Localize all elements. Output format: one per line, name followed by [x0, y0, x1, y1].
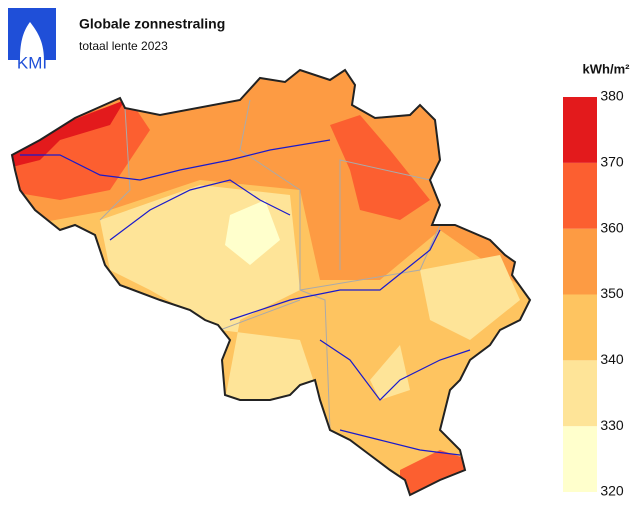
logo-text: KMI: [17, 53, 47, 72]
legend-tick-label: 330: [600, 417, 624, 433]
province-borders: [99, 99, 441, 431]
map-subtitle: totaal lente 2023: [79, 39, 168, 53]
map-fill: [12, 70, 530, 495]
legend-tick-label: 340: [600, 351, 624, 367]
legend-swatch: [563, 228, 597, 295]
legend-tick-label: 320: [600, 483, 624, 499]
legend-tick-label: 360: [600, 219, 624, 235]
legend-swatch: [563, 426, 597, 492]
legend-swatch: [563, 97, 597, 163]
legend-tick-label: 370: [600, 154, 624, 170]
legend-tick-label: 350: [600, 285, 624, 301]
map-title: Globale zonnestraling: [79, 16, 225, 32]
logo: KMI: [8, 8, 56, 72]
country-outline: [10, 68, 532, 497]
legend-swatch: [563, 360, 597, 427]
legend: 320 330 340 350 360 370 380: [563, 88, 624, 499]
legend-swatch: [563, 162, 597, 229]
legend-unit: kWh/m²: [583, 61, 631, 76]
legend-swatch: [563, 294, 597, 361]
rivers: [20, 139, 471, 456]
legend-tick-label: 380: [600, 88, 624, 104]
